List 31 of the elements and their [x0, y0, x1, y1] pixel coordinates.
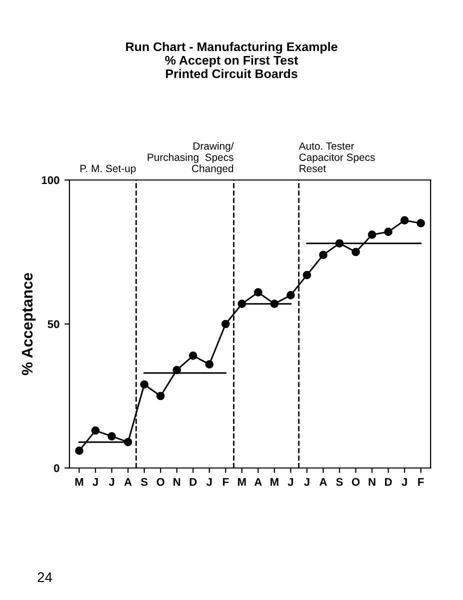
text: P. M. Set-up	[80, 164, 136, 174]
x-tick-label: J	[304, 478, 310, 486]
x-tick-label: F	[222, 478, 229, 486]
x-tick-label: N	[368, 478, 376, 486]
x-tick-label: F	[418, 478, 424, 486]
x-tick-label: M	[270, 478, 278, 486]
text: Drawing/ Purchasing Specs Changed	[148, 142, 234, 174]
x-tick-label: J	[288, 478, 294, 486]
y-tick-label: 50	[48, 320, 60, 328]
y-axis-title: % Acceptance	[22, 273, 36, 376]
x-tick-label: S	[140, 478, 148, 486]
x-tick-label: S	[336, 478, 343, 486]
x-tick-label: O	[156, 478, 164, 486]
x-tick-label: D	[385, 478, 392, 486]
x-tick-label: J	[206, 478, 212, 486]
x-tick-label: J	[92, 478, 98, 486]
x-tick-label: M	[238, 478, 246, 486]
x-tick-label: A	[124, 478, 132, 486]
text: 24	[38, 572, 52, 582]
x-tick-label: A	[254, 478, 262, 486]
x-tick-label: J	[402, 478, 407, 486]
y-tick-label: 100	[42, 176, 60, 184]
y-tick-label: 0	[54, 464, 60, 472]
x-tick-label: A	[319, 478, 327, 486]
x-tick-label: O	[352, 478, 360, 486]
x-tick-label: D	[190, 478, 197, 486]
x-tick-label: M	[75, 478, 84, 486]
x-tick-label: J	[108, 478, 114, 486]
chart-title: Run Chart - Manufacturing Example % Accept on First Test Printed Circuit Boards	[126, 42, 338, 78]
x-tick-label: N	[174, 478, 180, 486]
text: Auto. Tester Capacitor Specs Reset	[298, 142, 375, 172]
